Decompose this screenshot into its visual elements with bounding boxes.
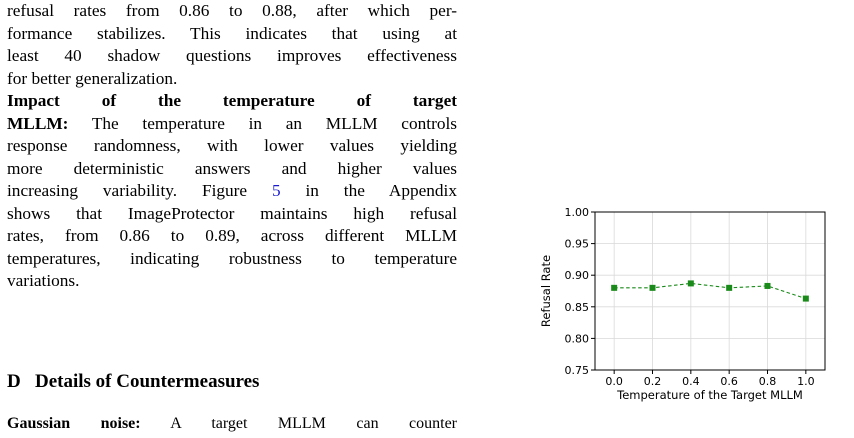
data-point — [611, 284, 618, 291]
x-tick-label: 0.8 — [759, 375, 777, 388]
paragraph-heading: Gaussian noise: — [7, 415, 141, 432]
paragraph-gaussian: Gaussian noise: A target MLLM can counte… — [7, 415, 457, 438]
y-tick-label: 1.00 — [565, 206, 590, 219]
data-point — [802, 295, 809, 302]
x-axis-label: Temperature of the Target MLLM — [616, 388, 803, 402]
x-tick-label: 1.0 — [797, 375, 815, 388]
y-tick-label: 0.90 — [565, 269, 590, 282]
y-axis: 0.75 0.80 0.85 0.90 0.95 1.00 — [565, 206, 595, 377]
section-number: D — [7, 371, 21, 392]
y-tick-label: 0.75 — [565, 364, 590, 377]
y-tick-label: 0.95 — [565, 238, 590, 251]
body-line: response randomness, with lower values y… — [7, 136, 457, 155]
figure-link[interactable]: 5 — [271, 181, 281, 200]
series-line — [614, 282, 807, 300]
body-line: more deterministic answers and higher va… — [7, 158, 457, 178]
data-point — [649, 284, 656, 291]
chart-grid — [595, 211, 825, 371]
body-line: rates, from 0.86 to 0.89, across differe… — [7, 226, 457, 245]
x-axis: 0.0 0.2 0.4 0.6 0.8 1.0 — [605, 370, 815, 388]
body-line: increasing variability. Figure 5 in the … — [7, 181, 457, 200]
x-tick-label: 0.2 — [644, 375, 662, 388]
body-line: for better generalization. — [7, 68, 178, 88]
body-line: Gaussian noise: A target MLLM can counte… — [7, 415, 458, 432]
paragraph-heading: MLLM: — [7, 113, 69, 133]
body-line: MLLM: The temperature in an MLLM control… — [7, 113, 457, 133]
data-point — [687, 280, 694, 287]
body-line: least 40 shadow questions improves effec… — [7, 46, 457, 65]
data-point — [726, 284, 733, 291]
plot-frame — [594, 211, 826, 371]
series-points — [611, 280, 809, 302]
body-line: variations. — [7, 271, 80, 290]
y-tick-label: 0.80 — [565, 332, 590, 345]
body-line: formance stabilizes. This indicates that… — [7, 23, 457, 43]
text-column: refusal rates from 0.86 to 0.88, after w… — [7, 0, 457, 293]
y-axis-label: Refusal Rate — [539, 255, 553, 327]
body-line: shows that ImageProtector maintains high… — [7, 203, 457, 223]
x-tick-label: 0.0 — [605, 375, 623, 388]
x-tick-label: 0.6 — [720, 375, 738, 388]
body-line: temperatures, indicating robustness to t… — [7, 248, 457, 268]
refusal-rate-chart: 0.0 0.2 0.4 0.6 0.8 1.0 0.75 0.80 0.85 0.90 0.95 1… — [539, 206, 826, 402]
body-line: refusal rates from 0.86 to 0.88, after w… — [7, 1, 457, 20]
x-tick-label: 0.4 — [682, 375, 700, 388]
section-title: Details of Countermeasures — [35, 371, 260, 392]
paragraph-heading: Impact of the temperature of target — [7, 91, 457, 110]
data-point — [764, 282, 771, 289]
y-tick-label: 0.85 — [565, 301, 590, 314]
section-heading: D Details of Countermeasures — [7, 371, 259, 393]
